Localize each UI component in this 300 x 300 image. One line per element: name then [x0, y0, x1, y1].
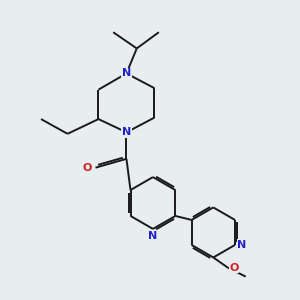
Text: N: N	[148, 231, 158, 241]
Text: N: N	[122, 127, 131, 137]
Text: N: N	[237, 240, 247, 250]
Text: O: O	[82, 163, 92, 173]
Text: O: O	[229, 263, 239, 273]
Text: N: N	[122, 68, 131, 78]
